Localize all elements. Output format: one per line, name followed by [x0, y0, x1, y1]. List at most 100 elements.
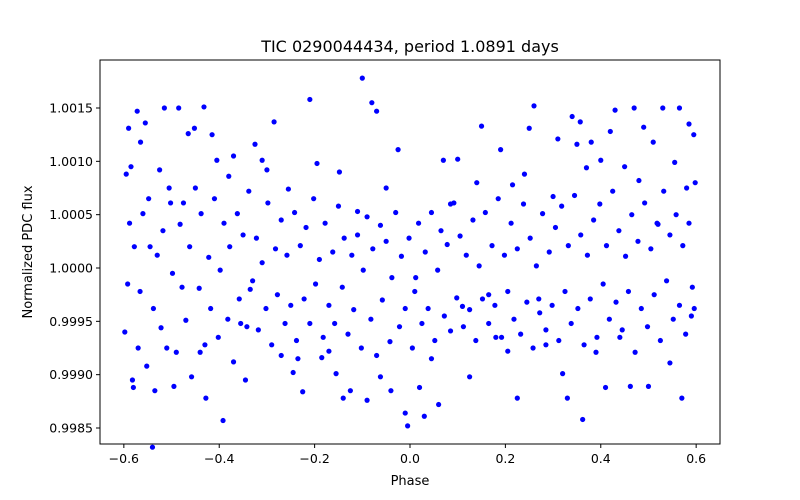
data-point — [511, 316, 517, 322]
data-point — [211, 196, 218, 202]
data-point — [606, 316, 612, 322]
data-point — [339, 284, 345, 290]
data-point — [588, 139, 594, 145]
data-point — [252, 141, 258, 147]
data-point — [530, 345, 536, 351]
data-point — [134, 108, 140, 114]
data-point — [584, 252, 591, 258]
data-point — [297, 243, 303, 249]
data-point — [230, 153, 237, 159]
data-point — [413, 275, 419, 281]
data-point — [402, 305, 408, 312]
x-axis: −0.6 −0.4 −0.2 0.0 0.2 0.4 0.6 — [109, 444, 706, 466]
data-point — [312, 281, 319, 287]
data-point — [311, 196, 317, 202]
data-point — [435, 267, 441, 273]
data-point — [377, 374, 384, 380]
y-tick-label: 1.0005 — [49, 207, 93, 222]
data-point — [285, 186, 291, 192]
data-point — [238, 320, 244, 327]
data-point — [246, 188, 252, 194]
data-point — [415, 220, 422, 226]
data-point — [220, 417, 226, 424]
chart-title: TIC 0290044434, period 1.0891 days — [260, 37, 559, 56]
data-point — [409, 345, 415, 351]
data-point — [387, 339, 393, 345]
data-point — [173, 349, 179, 355]
data-point — [632, 349, 638, 355]
data-point — [460, 324, 467, 330]
data-point — [322, 220, 328, 226]
data-point — [574, 141, 580, 147]
data-point — [126, 125, 132, 131]
data-point — [667, 232, 673, 238]
data-point — [250, 278, 256, 284]
data-point — [492, 302, 498, 308]
data-point — [221, 220, 227, 226]
data-point — [644, 324, 651, 330]
data-point — [230, 359, 237, 365]
data-point — [188, 374, 195, 380]
data-point — [259, 260, 265, 266]
data-point — [377, 222, 384, 228]
data-point — [602, 384, 609, 391]
data-point — [672, 159, 678, 165]
data-point — [689, 284, 695, 290]
data-point — [236, 296, 242, 302]
data-point — [320, 334, 326, 340]
data-point — [521, 171, 528, 177]
data-point — [688, 313, 694, 319]
data-point — [192, 185, 198, 191]
data-point — [583, 165, 590, 171]
data-point — [171, 383, 177, 389]
data-point — [264, 167, 270, 173]
data-point — [440, 157, 446, 163]
data-point — [514, 395, 520, 401]
data-point — [625, 288, 632, 295]
data-point — [167, 200, 174, 206]
data-point — [571, 192, 578, 199]
data-point — [428, 356, 435, 362]
x-tick-label: 0.2 — [495, 451, 515, 466]
data-point — [482, 209, 488, 216]
data-point — [428, 209, 435, 216]
data-point — [130, 384, 136, 391]
data-point — [259, 157, 265, 163]
data-point — [478, 123, 485, 129]
data-point — [498, 147, 504, 153]
data-point — [169, 270, 176, 276]
data-point — [364, 214, 370, 220]
data-point — [691, 132, 697, 138]
data-point — [676, 105, 683, 111]
data-point — [455, 156, 461, 162]
data-point — [467, 307, 473, 313]
data-point — [395, 147, 401, 153]
data-point — [125, 281, 131, 287]
data-point — [196, 285, 202, 291]
data-point — [284, 252, 290, 258]
x-tick-label: −0.6 — [109, 451, 139, 466]
data-point — [333, 371, 339, 377]
data-point — [255, 327, 261, 333]
y-tick-label: 0.9985 — [49, 421, 93, 436]
data-point — [354, 208, 361, 215]
data-point — [419, 320, 425, 327]
data-point — [421, 413, 427, 419]
data-point — [393, 209, 399, 216]
data-point — [185, 131, 191, 137]
data-point — [160, 228, 166, 234]
data-point — [217, 267, 223, 273]
data-point — [559, 203, 565, 209]
data-point — [667, 360, 673, 366]
data-point — [526, 125, 532, 131]
data-point — [242, 377, 249, 383]
data-point — [316, 256, 322, 263]
data-point — [282, 320, 288, 327]
y-tick-label: 0.9995 — [49, 314, 93, 329]
y-axis-label: Normalized PDC flux — [21, 185, 36, 318]
data-point — [444, 241, 450, 248]
data-point — [536, 296, 542, 302]
data-point — [509, 182, 516, 188]
data-point — [619, 327, 625, 333]
data-point — [508, 220, 514, 226]
